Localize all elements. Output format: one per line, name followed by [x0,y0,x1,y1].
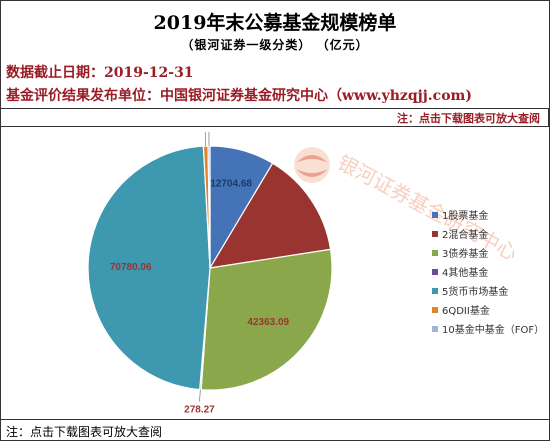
legend-label-3: 3债券基金 [442,247,488,260]
download-note-bottom: 注：点击下载图表可放大查阅 [6,425,163,439]
data-label-6: 897.61 [171,127,202,128]
legend-swatch-3 [432,250,438,256]
publisher-line: 基金评价结果发布单位：中国银河证券基金研究中心（www.yhzqjj.com) [6,88,472,104]
chart-subtitle: （银河证券一级分类） （亿元） [181,38,369,52]
legend-swatch-1 [432,212,438,218]
note-box: 注：点击下载图表可放大查阅 [0,108,549,127]
legend-label-5: 5货币市场基金 [442,285,508,298]
pie-chart-area: 银河证券基金研究中心 12704.68 20707.99 42363.09 278.27… [0,117,550,419]
pie-chart: 银河证券基金研究中心 12704.68 20707.99 42363.09 278.27… [87,117,544,416]
chart-title: 2019年末公募基金规模榜单 [153,12,397,34]
label-leader-4 [199,389,201,402]
data-date-line: 数据截止日期：2019-12-31 [6,65,194,81]
pie-slice-3 [200,248,333,391]
legend-label-2: 2混合基金 [442,228,488,241]
legend-swatch-6 [432,307,438,313]
data-label-1: 12704.68 [210,179,252,190]
legend-swatch-4 [432,269,438,275]
legend-label-4: 4其他基金 [442,266,488,279]
legend-swatch-2 [432,231,438,237]
legend-swatch-7 [432,326,438,332]
legend-label-6: 6QDII基金 [442,304,490,317]
watermark-text: 银河证券基金研究中心 [334,150,522,265]
watermark-logo-icon [294,147,330,183]
download-note-top: 注：点击下载图表可放大查阅 [397,112,540,125]
data-label-4: 278.27 [184,405,215,416]
data-label-7: 383.4 [211,127,236,128]
data-label-3: 42363.09 [247,317,289,328]
pie-slice-2 [208,162,332,269]
chart-legend: 1股票基金 2混合基金 3债券基金 4其他基金 5货币市场基金 6QDII基金 10基金中基… [432,209,544,336]
legend-label-7: 10基金中基金（FOF） [442,323,544,336]
legend-swatch-5 [432,288,438,294]
data-label-5: 70780.06 [110,262,152,273]
pie-slice-5 [87,145,211,391]
legend-label-1: 1股票基金 [442,209,488,222]
bottom-divider [0,419,550,420]
data-label-2: 20707.99 [255,219,297,230]
pie-slice-7 [207,145,211,269]
